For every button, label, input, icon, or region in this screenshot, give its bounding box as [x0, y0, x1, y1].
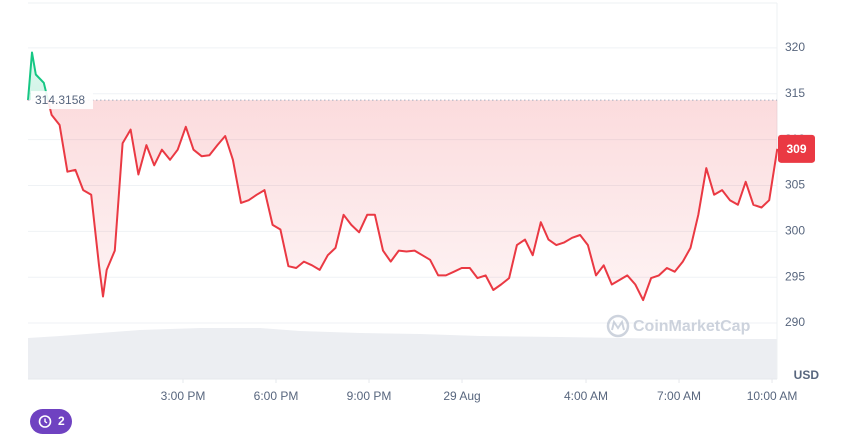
baseline-label-bg: [31, 91, 93, 110]
y-tick-label: 315: [785, 86, 805, 100]
badge-count[interactable]: 2: [58, 414, 65, 428]
badge-icon[interactable]: [38, 415, 52, 428]
x-tick-label: 10:00 AM: [747, 389, 798, 403]
badge-icon[interactable]: [44, 418, 48, 424]
watermark-logo: [606, 314, 630, 338]
volume-area: [28, 328, 777, 379]
x-tick-label: 9:00 PM: [347, 389, 392, 403]
price-line: [27, 51, 779, 302]
history-badge[interactable]: 2: [30, 409, 72, 434]
price-tag-bg: [778, 134, 815, 163]
x-tick-label: 29 Aug: [443, 389, 480, 403]
x-tick-label: 6:00 PM: [254, 389, 299, 403]
y-tick-label: 300: [785, 224, 805, 238]
watermark: CoinMarketCap: [606, 314, 751, 338]
watermark-text: CoinMarketCap: [633, 318, 751, 335]
x-tick-label: 7:00 AM: [657, 389, 701, 403]
watermark-logo: [611, 319, 625, 331]
y-tick-label: 290: [785, 315, 805, 329]
x-tick-label: 3:00 PM: [161, 389, 206, 403]
y-unit: USD: [794, 368, 820, 382]
price-area: [28, 52, 778, 301]
y-tick-label: 305: [785, 178, 805, 192]
y-tick-label: 320: [785, 40, 805, 54]
x-tick-label: 4:00 AM: [564, 389, 608, 403]
baseline-label: 314.3158: [35, 93, 85, 107]
price-tag: 309: [786, 142, 806, 156]
y-tick-label: 295: [785, 269, 805, 283]
